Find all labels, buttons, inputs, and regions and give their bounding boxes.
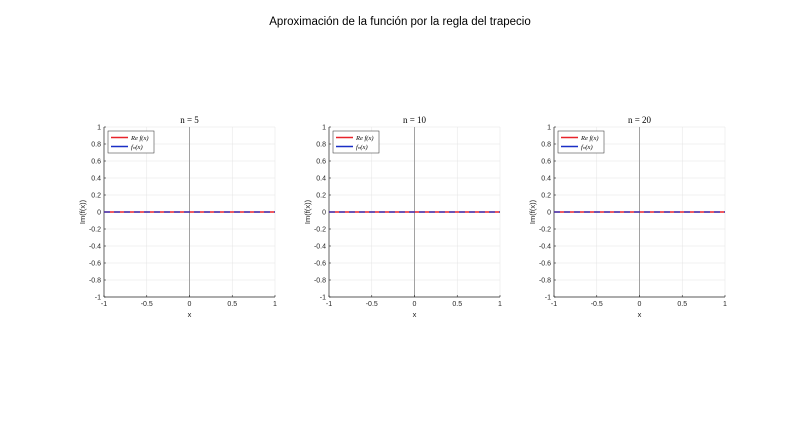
legend-label-1: Re f(x) [580, 135, 599, 142]
y-tick-label: 0.8 [541, 142, 551, 149]
y-tick-label: 0.4 [541, 176, 551, 183]
y-tick-label: -0.4 [314, 244, 326, 251]
y-tick-label: -0.8 [89, 278, 101, 285]
y-tick-label: -1 [545, 295, 551, 302]
y-tick-label: -1 [320, 295, 326, 302]
y-axis-label: Im(f(x)) [528, 199, 537, 224]
panel-title: n = 10 [403, 115, 427, 125]
y-tick-label: -0.8 [539, 278, 551, 285]
figure-title: Aproximación de la función por la regla … [269, 16, 530, 28]
legend-label-1: Re f(x) [130, 135, 149, 142]
y-tick-label: 0 [97, 210, 101, 217]
y-axis-label: Im(f(x)) [78, 199, 87, 224]
panel-title: n = 5 [180, 115, 199, 125]
x-axis-label: x [413, 310, 417, 319]
legend-label-2: fₙ(x) [131, 144, 143, 151]
y-tick-label: 0.8 [91, 142, 101, 149]
y-tick-label: -0.6 [89, 261, 101, 268]
y-tick-label: 0.6 [541, 159, 551, 166]
x-tick-label: 0 [638, 301, 642, 308]
x-tick-label: 0.5 [227, 301, 237, 308]
y-tick-label: -1 [95, 295, 101, 302]
legend: Re f(x) fₙ(x) [332, 130, 380, 154]
y-tick-label: -0.6 [539, 261, 551, 268]
x-axis-label: x [188, 310, 192, 319]
y-tick-label: 1 [322, 125, 326, 132]
y-tick-label: -0.2 [539, 227, 551, 234]
y-tick-label: -0.2 [314, 227, 326, 234]
x-tick-label: 1 [498, 301, 502, 308]
y-tick-label: 0.4 [91, 176, 101, 183]
y-tick-label: 0.6 [91, 159, 101, 166]
x-tick-label: -1 [326, 301, 332, 308]
y-tick-label: 0.2 [541, 193, 551, 200]
x-tick-label: -0.5 [141, 301, 153, 308]
plot-panel-1: -1 -0.5 0 0.5 1 -1 -0.8 -0.6 -0.4 -0.2 0 0.2 0.4 0.6 0… [78, 115, 277, 319]
plot-panel-2: -1 -0.5 0 0.5 1 -1 -0.8 -0.6 -0.4 -0.2 0 0.2 0.4 0.6 0… [303, 115, 502, 319]
y-tick-label: 0.4 [316, 176, 326, 183]
y-tick-label: 0.6 [316, 159, 326, 166]
y-tick-label: 1 [97, 125, 101, 132]
y-tick-label: -0.6 [314, 261, 326, 268]
x-tick-label: 0.5 [677, 301, 687, 308]
legend-box [332, 130, 380, 154]
legend-label-2: fₙ(x) [356, 144, 368, 151]
y-tick-label: -0.8 [314, 278, 326, 285]
y-tick-label: 0.8 [316, 142, 326, 149]
legend-label-2: fₙ(x) [581, 144, 593, 151]
y-tick-label: 0 [322, 210, 326, 217]
y-tick-label: 0.2 [91, 193, 101, 200]
x-tick-label: -0.5 [366, 301, 378, 308]
panel-title: n = 20 [628, 115, 652, 125]
y-axis-label: Im(f(x)) [303, 199, 312, 224]
x-tick-label: 0 [188, 301, 192, 308]
plot-panel-3: -1 -0.5 0 0.5 1 -1 -0.8 -0.6 -0.4 -0.2 0 0.2 0.4 0.6 0… [528, 115, 727, 319]
y-tick-label: 0 [547, 210, 551, 217]
y-tick-label: -0.2 [89, 227, 101, 234]
legend-box [557, 130, 605, 154]
y-tick-label: -0.4 [89, 244, 101, 251]
x-tick-label: 0 [413, 301, 417, 308]
x-tick-label: -1 [551, 301, 557, 308]
y-tick-label: 1 [547, 125, 551, 132]
x-tick-label: 1 [723, 301, 727, 308]
legend-label-1: Re f(x) [355, 135, 374, 142]
legend: Re f(x) fₙ(x) [107, 130, 155, 154]
legend-box [107, 130, 155, 154]
x-tick-label: -1 [101, 301, 107, 308]
x-axis-label: x [638, 310, 642, 319]
x-tick-label: -0.5 [591, 301, 603, 308]
x-tick-label: 0.5 [452, 301, 462, 308]
y-tick-label: -0.4 [539, 244, 551, 251]
legend: Re f(x) fₙ(x) [557, 130, 605, 154]
x-tick-label: 1 [273, 301, 277, 308]
y-tick-label: 0.2 [316, 193, 326, 200]
